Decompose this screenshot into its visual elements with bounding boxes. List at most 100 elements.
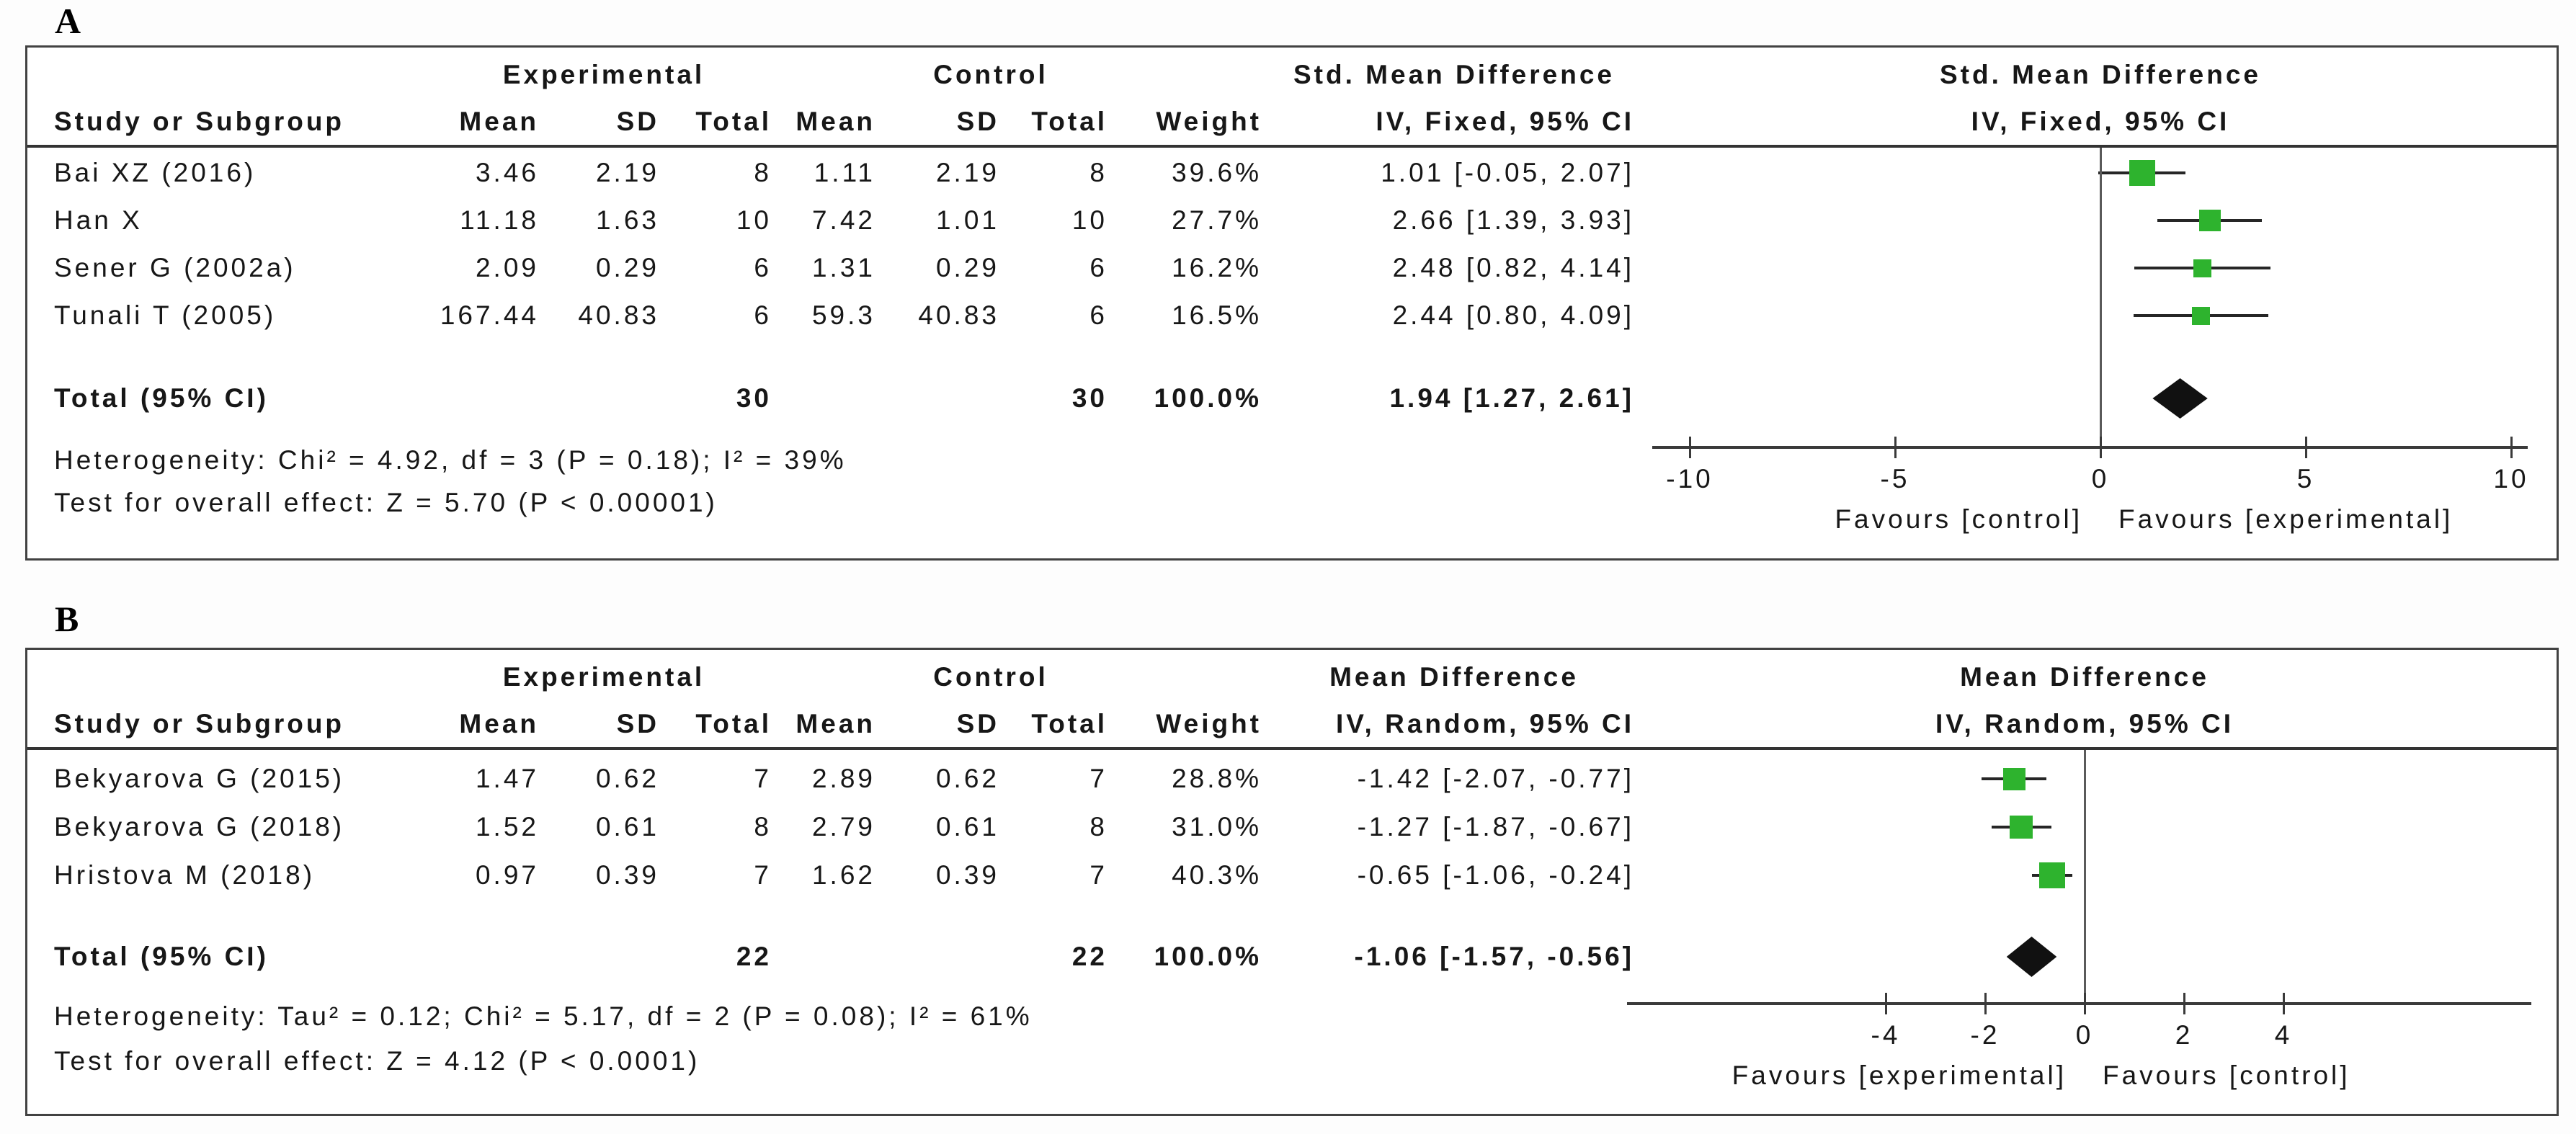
- ctrl-total-column-header: Total: [1031, 107, 1107, 136]
- cell-e-sd: 0.62: [595, 764, 659, 793]
- experimental-group-header: Experimental: [502, 662, 705, 692]
- cell-c-mean: 7.42: [811, 205, 875, 235]
- cell-c-mean: 2.79: [811, 812, 875, 841]
- total-ctrl-n-cell: 30: [1071, 383, 1107, 413]
- method-column-header: IV, Random, 95% CI: [1335, 709, 1634, 738]
- axis-tick: [1885, 993, 1887, 1014]
- cell-ci-text: -1.42 [-2.07, -0.77]: [1357, 764, 1634, 793]
- exp-sd-column-header: SD: [616, 709, 659, 738]
- study-name: Bai XZ (2016): [54, 158, 257, 187]
- cell-c-total: 7: [1089, 764, 1107, 793]
- cell-e-total: 10: [736, 205, 772, 235]
- cell-e-total: 7: [754, 764, 772, 793]
- cell-e-mean: 11.18: [460, 205, 539, 235]
- weight-column-header: Weight: [1156, 709, 1262, 738]
- cell-c-total: 8: [1089, 158, 1107, 187]
- plot-subtitle: IV, Random, 95% CI: [1935, 709, 2234, 738]
- cell-weight: 16.2%: [1172, 253, 1262, 282]
- study-column-header: Study or Subgroup: [54, 107, 345, 136]
- panel-b-label: B: [55, 599, 79, 639]
- exp-total-column-header: Total: [695, 709, 772, 738]
- axis-tick-label: 4: [2274, 1020, 2293, 1050]
- ctrl-total-column-header: Total: [1031, 709, 1107, 738]
- cell-weight: 28.8%: [1172, 764, 1262, 793]
- plot-title: Std. Mean Difference: [1940, 60, 2261, 89]
- cell-e-total: 6: [754, 300, 772, 330]
- cell-c-sd: 0.61: [935, 812, 999, 841]
- axis-tick: [2084, 993, 2086, 1014]
- cell-ci-text: 2.48 [0.82, 4.14]: [1392, 253, 1634, 282]
- effect-square: [2191, 306, 2210, 325]
- heterogeneity-text: Heterogeneity: Tau² = 0.12; Chi² = 5.17,…: [54, 1001, 1033, 1031]
- axis-tick: [2183, 993, 2185, 1014]
- study-name: Sener G (2002a): [54, 253, 296, 282]
- cell-e-mean: 0.97: [475, 860, 539, 890]
- effect-square: [2010, 816, 2033, 839]
- cell-e-sd: 0.39: [595, 860, 659, 890]
- cell-c-mean: 2.89: [811, 764, 875, 793]
- experimental-group-header: Experimental: [502, 60, 705, 89]
- cell-e-total: 7: [754, 860, 772, 890]
- study-name: Bekyarova G (2015): [54, 764, 345, 793]
- axis-tick: [2305, 437, 2307, 458]
- ctrl-sd-column-header: SD: [956, 709, 999, 738]
- cell-c-total: 6: [1089, 300, 1107, 330]
- cell-e-sd: 1.63: [595, 205, 659, 235]
- cell-c-mean: 1.11: [814, 158, 875, 187]
- cell-e-sd: 2.19: [595, 158, 659, 187]
- cell-e-mean: 1.47: [475, 764, 539, 793]
- cell-c-total: 8: [1089, 812, 1107, 841]
- overall-effect-text: Test for overall effect: Z = 5.70 (P < 0…: [54, 488, 718, 517]
- axis-tick: [1894, 437, 1897, 458]
- total-ci-cell: 1.94 [1.27, 2.61]: [1389, 383, 1634, 413]
- effect-square: [2129, 160, 2155, 186]
- axis-tick-label: -10: [1666, 464, 1713, 494]
- cell-c-total: 10: [1071, 205, 1107, 235]
- exp-mean-column-header: Mean: [459, 709, 539, 738]
- cell-weight: 16.5%: [1172, 300, 1262, 330]
- exp-total-column-header: Total: [695, 107, 772, 136]
- favours-right-label: Favours [experimental]: [2118, 504, 2454, 534]
- cell-e-sd: 0.29: [595, 253, 659, 282]
- effect-square: [2198, 210, 2221, 231]
- cell-e-sd: 0.61: [595, 812, 659, 841]
- total-weight-cell: 100.0%: [1154, 383, 1262, 413]
- cell-c-sd: 0.29: [935, 253, 999, 282]
- header-separator-line: [27, 747, 2557, 750]
- panel-a-label: A: [55, 1, 81, 41]
- favours-left-label: Favours [control]: [1835, 504, 2082, 534]
- panel-a: Experimental Control Std. Mean Differenc…: [25, 45, 2559, 561]
- cell-c-mean: 1.62: [811, 860, 875, 890]
- axis-line: [1627, 1002, 2531, 1005]
- cell-e-sd: 40.83: [578, 300, 659, 330]
- cell-c-sd: 0.62: [935, 764, 999, 793]
- study-name: Han X: [54, 205, 143, 235]
- axis-tick-label: -2: [1970, 1020, 2000, 1050]
- heterogeneity-text: Heterogeneity: Chi² = 4.92, df = 3 (P = …: [54, 445, 847, 475]
- cell-c-sd: 2.19: [935, 158, 999, 187]
- cell-c-sd: 1.01: [935, 205, 999, 235]
- cell-ci-text: -0.65 [-1.06, -0.24]: [1357, 860, 1634, 890]
- axis-tick-label: -4: [1871, 1020, 1901, 1050]
- cell-weight: 40.3%: [1172, 860, 1262, 890]
- cell-ci-text: -1.27 [-1.87, -0.67]: [1357, 812, 1634, 841]
- cell-e-mean: 2.09: [475, 253, 539, 282]
- exp-sd-column-header: SD: [616, 107, 659, 136]
- effect-square: [2002, 767, 2025, 790]
- cell-e-mean: 167.44: [440, 300, 539, 330]
- plot-title: Mean Difference: [1960, 662, 2209, 692]
- effect-column-header: Mean Difference: [1329, 662, 1579, 692]
- zero-line: [2084, 750, 2086, 1004]
- pooled-diamond: [2152, 378, 2208, 419]
- axis-tick-label: 2: [2175, 1020, 2193, 1050]
- study-name: Hristova M (2018): [54, 860, 316, 890]
- total-exp-n-cell: 22: [736, 942, 772, 971]
- effect-column-header: Std. Mean Difference: [1293, 60, 1615, 89]
- panel-b: Experimental Control Mean Difference Mea…: [25, 648, 2559, 1116]
- cell-c-mean: 59.3: [811, 300, 875, 330]
- cell-e-total: 6: [754, 253, 772, 282]
- ctrl-sd-column-header: SD: [956, 107, 999, 136]
- weight-column-header: Weight: [1156, 107, 1262, 136]
- total-weight-cell: 100.0%: [1154, 942, 1262, 971]
